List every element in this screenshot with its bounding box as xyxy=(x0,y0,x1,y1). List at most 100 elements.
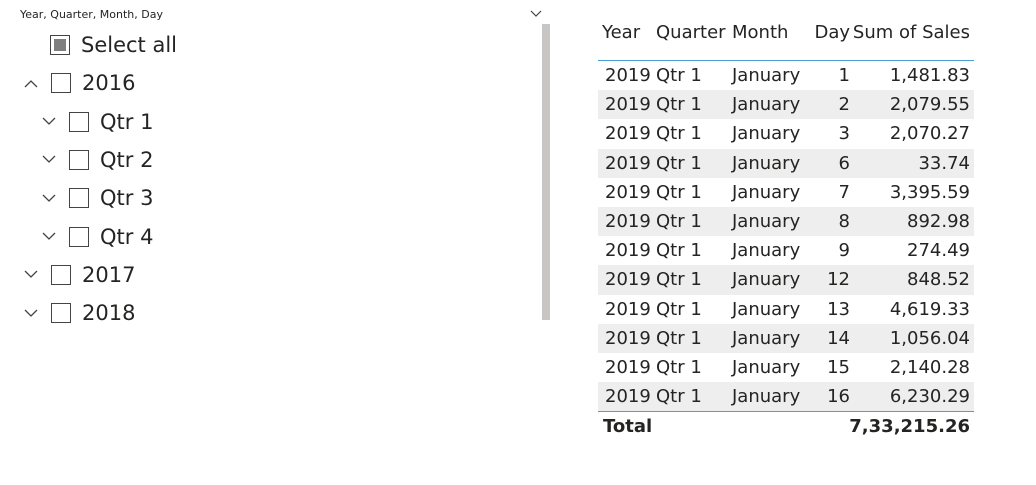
cell-month: January xyxy=(732,65,801,86)
slicer-scrollbar[interactable] xyxy=(542,24,550,320)
cell-year: 2019 xyxy=(605,210,651,232)
cell-year: 2019 xyxy=(605,181,651,203)
cell-quarter: Qtr 1 xyxy=(656,152,702,174)
cell-day: 12 xyxy=(827,269,850,291)
slicer-item-checkbox[interactable] xyxy=(69,188,89,209)
table-row[interactable]: 2019 Qtr 1 January 7 3,395.59 xyxy=(598,178,974,207)
table-total-row: Total 7,33,215.26 xyxy=(598,411,974,442)
select-all-item[interactable]: Select all xyxy=(50,26,177,64)
cell-sales: 3,395.59 xyxy=(889,181,970,203)
cell-year: 2019 xyxy=(605,65,651,86)
table-row[interactable]: 2019 Qtr 1 January 1 1,481.83 xyxy=(598,61,974,90)
slicer-item[interactable]: Qtr 1 xyxy=(40,103,153,141)
slicer-item[interactable]: 2016 xyxy=(22,64,135,102)
slicer-item[interactable]: 2019 xyxy=(22,332,135,343)
table-row[interactable]: 2019 Qtr 1 January 16 6,230.29 xyxy=(598,382,974,412)
slicer-item-label: Qtr 4 xyxy=(100,224,154,249)
chevron-down-icon[interactable] xyxy=(22,304,40,322)
column-header-quarter[interactable]: Quarter xyxy=(656,22,726,43)
table-body: 2019 Qtr 1 January 1 1,481.83 2019 Qtr 1 Januar… xyxy=(598,60,974,412)
cell-year: 2019 xyxy=(605,327,651,349)
cell-quarter: Qtr 1 xyxy=(656,327,702,349)
slicer-item-label: Qtr 1 xyxy=(100,109,154,134)
cell-sales: 33.74 xyxy=(918,152,970,174)
chevron-up-icon[interactable] xyxy=(22,74,40,92)
slicer-item[interactable]: 2018 xyxy=(22,294,135,332)
sales-table: Year Quarter Month Day Sum of Sales 2019… xyxy=(598,18,974,442)
cell-quarter: Qtr 1 xyxy=(656,181,702,203)
slicer-item-checkbox[interactable] xyxy=(69,111,89,132)
cell-sales: 4,619.33 xyxy=(889,298,970,320)
table-row[interactable]: 2019 Qtr 1 January 13 4,619.33 xyxy=(598,295,974,324)
cell-sales: 2,079.55 xyxy=(889,94,970,116)
cell-day: 16 xyxy=(827,386,850,408)
cell-year: 2019 xyxy=(605,356,651,378)
column-header-day[interactable]: Day xyxy=(814,22,850,43)
cell-day: 6 xyxy=(838,152,850,174)
table-row[interactable]: 2019 Qtr 1 January 12 848.52 xyxy=(598,265,974,295)
cell-year: 2019 xyxy=(605,298,651,320)
cell-day: 1 xyxy=(838,65,850,86)
cell-sales: 2,140.28 xyxy=(889,356,970,378)
slicer-item-checkbox[interactable] xyxy=(69,226,89,247)
slicer-item-label: 2018 xyxy=(82,301,136,326)
cell-sales: 2,070.27 xyxy=(889,123,970,145)
cell-month: January xyxy=(732,386,801,408)
slicer-title: Year, Quarter, Month, Day xyxy=(20,8,163,21)
cell-day: 7 xyxy=(838,181,850,203)
slicer-item-checkbox[interactable] xyxy=(69,149,89,170)
cell-quarter: Qtr 1 xyxy=(656,65,702,86)
cell-month: January xyxy=(732,123,801,145)
cell-sales: 6,230.29 xyxy=(889,386,970,408)
cell-quarter: Qtr 1 xyxy=(656,386,702,408)
table-row[interactable]: 2019 Qtr 1 January 9 274.49 xyxy=(598,236,974,265)
slicer-item-checkbox[interactable] xyxy=(51,264,71,285)
cell-quarter: Qtr 1 xyxy=(656,240,702,262)
cell-month: January xyxy=(732,356,801,378)
slicer-item-label: Qtr 3 xyxy=(100,186,154,211)
table-row[interactable]: 2019 Qtr 1 January 3 2,070.27 xyxy=(598,119,974,148)
table-header: Year Quarter Month Day Sum of Sales xyxy=(598,18,974,60)
table-row[interactable]: 2019 Qtr 1 January 2 2,079.55 xyxy=(598,90,974,120)
cell-sales: 1,481.83 xyxy=(889,65,970,86)
cell-day: 15 xyxy=(827,356,850,378)
slicer-item[interactable]: Qtr 2 xyxy=(40,141,153,179)
cell-month: January xyxy=(732,210,801,232)
slicer-item-checkbox[interactable] xyxy=(51,73,71,94)
table-row[interactable]: 2019 Qtr 1 January 8 892.98 xyxy=(598,206,974,237)
cell-month: January xyxy=(732,327,801,349)
slicer-item-label: 2016 xyxy=(82,71,136,96)
table-row[interactable]: 2019 Qtr 1 January 15 2,140.28 xyxy=(598,353,974,382)
select-all-checkbox[interactable] xyxy=(50,35,70,55)
cell-sales: 1,056.04 xyxy=(889,327,970,349)
slicer-item-checkbox[interactable] xyxy=(51,303,71,324)
column-header-year[interactable]: Year xyxy=(602,22,641,43)
slicer-item[interactable]: 2017 xyxy=(22,256,135,294)
chevron-down-icon[interactable] xyxy=(526,6,546,22)
cell-year: 2019 xyxy=(605,269,651,291)
column-header-sum-of-sales[interactable]: Sum of Sales xyxy=(852,22,970,43)
chevron-down-icon[interactable] xyxy=(40,151,58,169)
cell-year: 2019 xyxy=(605,386,651,408)
chevron-down-icon[interactable] xyxy=(40,113,58,131)
slicer-item[interactable]: Qtr 3 xyxy=(40,179,153,217)
column-header-month[interactable]: Month xyxy=(732,22,789,43)
cell-day: 8 xyxy=(838,210,850,232)
cell-sales: 274.49 xyxy=(907,240,970,262)
chevron-down-icon[interactable] xyxy=(22,342,40,343)
cell-year: 2019 xyxy=(605,94,651,116)
chevron-down-icon[interactable] xyxy=(22,266,40,284)
chevron-down-icon[interactable] xyxy=(40,228,58,246)
cell-quarter: Qtr 1 xyxy=(656,269,702,291)
cell-sales: 892.98 xyxy=(907,210,970,232)
cell-quarter: Qtr 1 xyxy=(656,210,702,232)
cell-year: 2019 xyxy=(605,240,651,262)
cell-month: January xyxy=(732,298,801,320)
chevron-down-icon[interactable] xyxy=(40,189,58,207)
cell-day: 13 xyxy=(827,298,850,320)
slicer-item[interactable]: Qtr 4 xyxy=(40,218,153,256)
table-row[interactable]: 2019 Qtr 1 January 14 1,056.04 xyxy=(598,323,974,353)
slicer-item-label: 2017 xyxy=(82,262,136,287)
table-row[interactable]: 2019 Qtr 1 January 6 33.74 xyxy=(598,148,974,178)
cell-month: January xyxy=(732,152,801,174)
